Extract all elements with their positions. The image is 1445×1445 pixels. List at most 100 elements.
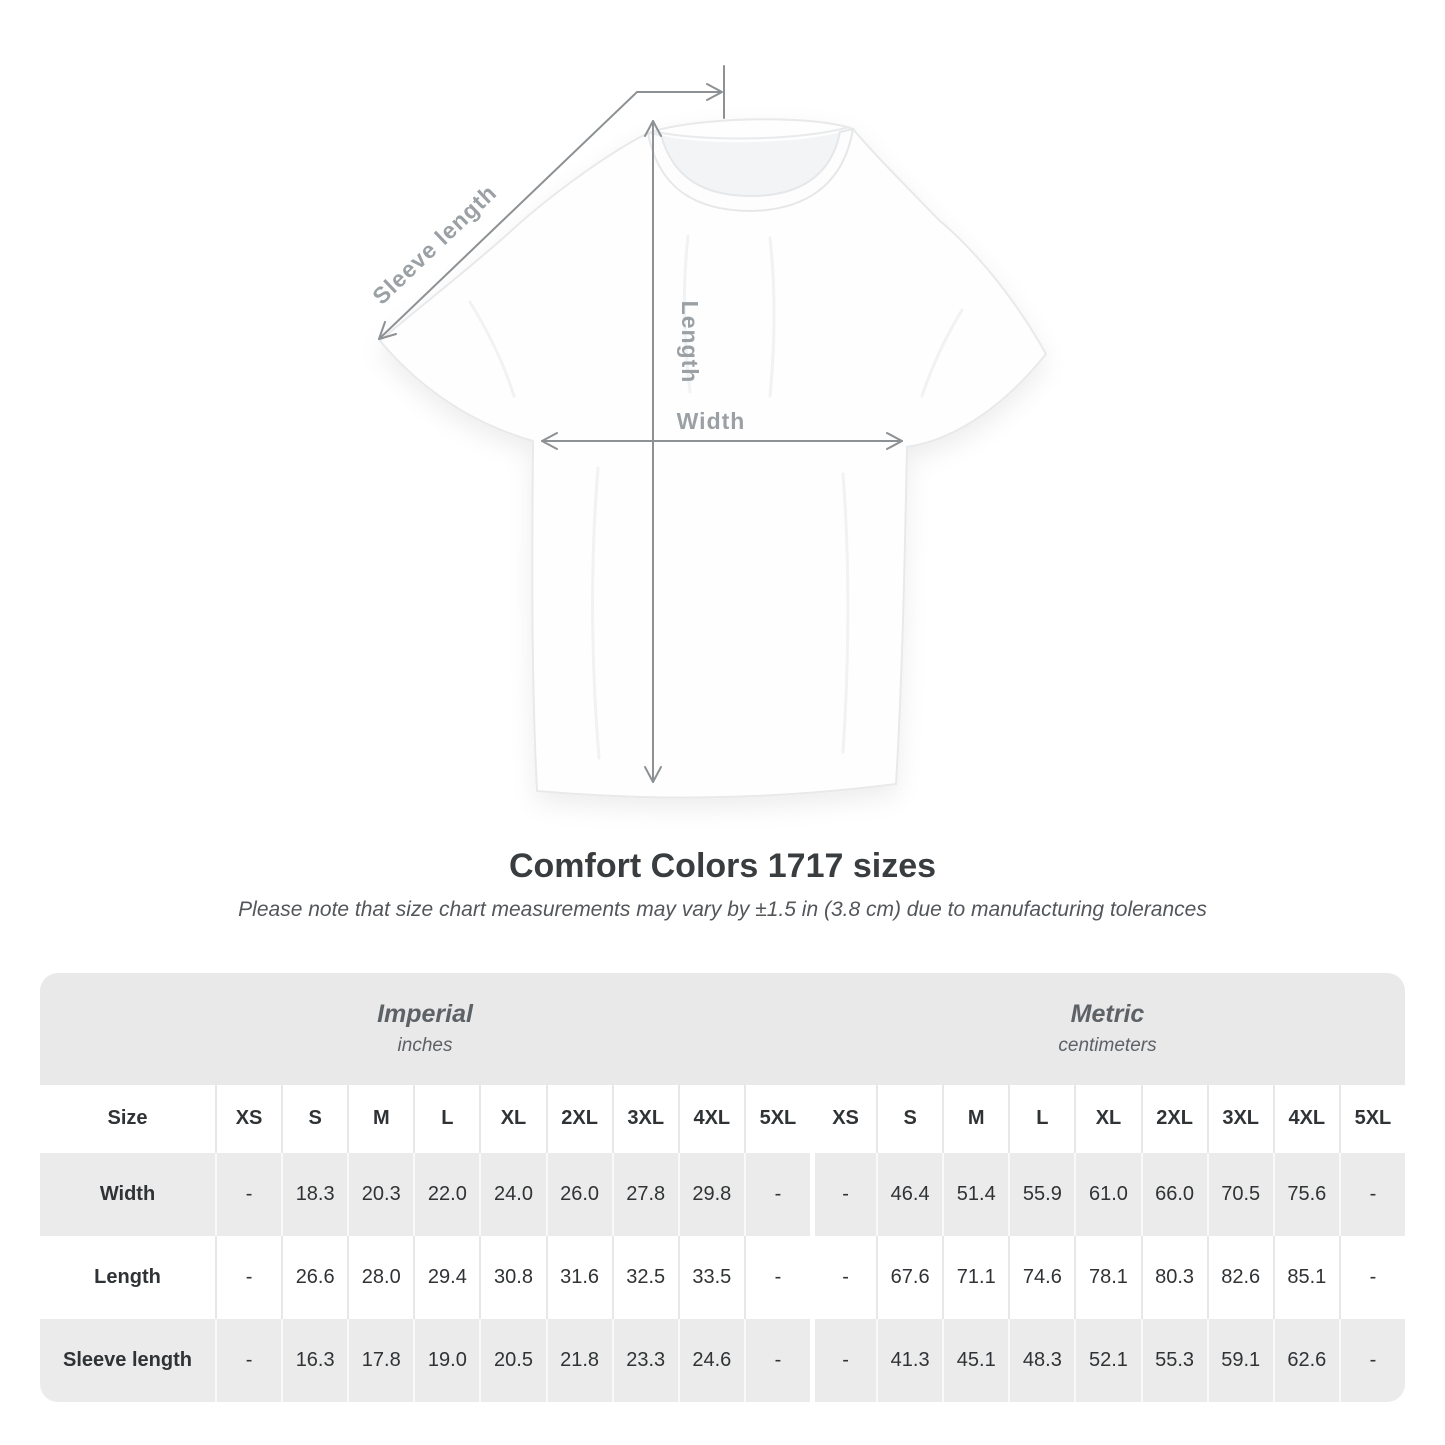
size-col-header: M [942,1084,1009,1153]
size-col-header: M [347,1084,414,1153]
cell: 19.0 [413,1318,480,1402]
cell: 24.6 [677,1318,744,1402]
size-col-header: 4XL [677,1084,744,1153]
cell: 51.4 [942,1152,1009,1236]
cell: 22.0 [413,1152,480,1236]
size-col-header: XL [1074,1084,1141,1153]
cell: 46.4 [876,1152,943,1236]
size-table-grid: Size XS S M L XL 2XL 3XL 4XL 5XL XS S M … [40,1084,1405,1402]
cell: 26.6 [281,1235,348,1319]
cell: 41.3 [876,1318,943,1402]
cell: - [809,1152,877,1236]
cell: - [743,1235,810,1319]
cell: 61.0 [1074,1152,1141,1236]
size-col-header: XL [479,1084,546,1153]
cell: 32.5 [611,1235,678,1319]
size-col-header: 3XL [1206,1084,1273,1153]
cell: 29.8 [677,1152,744,1236]
cell: 74.6 [1008,1235,1075,1319]
metric-header: Metric centimeters [810,973,1405,1085]
size-col-header: S [281,1084,348,1153]
cell: 85.1 [1272,1235,1339,1319]
tshirt-measurement-diagram: Sleeve length Length Width [367,65,1048,799]
cell: 55.9 [1008,1152,1075,1236]
cell: 55.3 [1140,1318,1207,1402]
sleeve-length-arrow [378,65,725,340]
size-table: Imperial inches Metric centimeters Size … [40,972,1405,1402]
cell: 45.1 [942,1318,1009,1402]
cell: 59.1 [1206,1318,1273,1402]
width-label: Width [677,408,746,434]
cell: 17.8 [347,1318,414,1402]
size-col-header: L [1008,1084,1075,1153]
cell: - [215,1235,282,1319]
tshirt-illustration: Sleeve length Length Width [367,65,1048,799]
size-col-header: S [876,1084,943,1153]
cell: 24.0 [479,1152,546,1236]
size-col-header: 3XL [611,1084,678,1153]
collar-band [646,127,855,213]
cell: 62.6 [1272,1318,1339,1402]
imperial-unit: inches [397,1035,453,1057]
cell: 21.8 [545,1318,612,1402]
back-neck-seam [651,126,850,140]
cell: - [743,1152,810,1236]
cell: - [215,1318,282,1402]
cell: 27.8 [611,1152,678,1236]
cell: 33.5 [677,1235,744,1319]
cell: 29.4 [413,1235,480,1319]
table-row-sleeve-length: Sleeve length - 16.3 17.8 19.0 20.5 21.8… [40,1318,1405,1402]
cell: 30.8 [479,1235,546,1319]
cell: 48.3 [1008,1318,1075,1402]
row-label: Length [40,1235,215,1319]
measurement-lines [378,65,903,783]
size-col-header: 5XL [1338,1084,1405,1153]
cell: 70.5 [1206,1152,1273,1236]
size-col-header: L [413,1084,480,1153]
page-title: Comfort Colors 1717 sizes [508,847,937,885]
size-header-row: Size XS S M L XL 2XL 3XL 4XL 5XL XS S M … [40,1084,1405,1153]
cell: 78.1 [1074,1235,1141,1319]
cell: 67.6 [876,1235,943,1319]
table-row-width: Width - 18.3 20.3 22.0 24.0 26.0 27.8 29… [40,1152,1405,1236]
cell: 23.3 [611,1318,678,1402]
metric-unit: centimeters [1058,1035,1157,1057]
cell: - [1338,1235,1405,1319]
size-col-header: XS [809,1084,877,1153]
cell: 16.3 [281,1318,348,1402]
cell: 20.3 [347,1152,414,1236]
cell: 66.0 [1140,1152,1207,1236]
cell: - [809,1318,877,1402]
cell: 52.1 [1074,1318,1141,1402]
size-col-header: 2XL [1140,1084,1207,1153]
cell: 80.3 [1140,1235,1207,1319]
imperial-header: Imperial inches [40,973,810,1085]
cell: 26.0 [545,1152,612,1236]
cell: - [215,1152,282,1236]
fabric-folds [468,234,964,760]
cell: 18.3 [281,1152,348,1236]
cell: - [1338,1152,1405,1236]
length-label: Length [677,301,703,384]
tolerance-note: Please note that size chart measurements… [238,898,1207,922]
collar-opening-shadow [661,132,840,196]
width-arrow [541,432,903,450]
metric-label: Metric [1070,1000,1145,1029]
row-label: Width [40,1152,215,1236]
imperial-label: Imperial [377,1000,473,1029]
length-arrow [644,120,662,783]
cell: - [1338,1318,1405,1402]
cell: 31.6 [545,1235,612,1319]
unit-header-band: Imperial inches Metric centimeters [40,972,1405,1085]
size-col-header: XS [215,1084,282,1153]
size-col-header: 2XL [545,1084,612,1153]
cell: 28.0 [347,1235,414,1319]
size-col-header: 4XL [1272,1084,1339,1153]
row-label: Sleeve length [40,1318,215,1402]
size-header-label: Size [40,1084,215,1153]
table-row-length: Length - 26.6 28.0 29.4 30.8 31.6 32.5 3… [40,1235,1405,1319]
cell: 75.6 [1272,1152,1339,1236]
cell: 82.6 [1206,1235,1273,1319]
cell: - [809,1235,877,1319]
